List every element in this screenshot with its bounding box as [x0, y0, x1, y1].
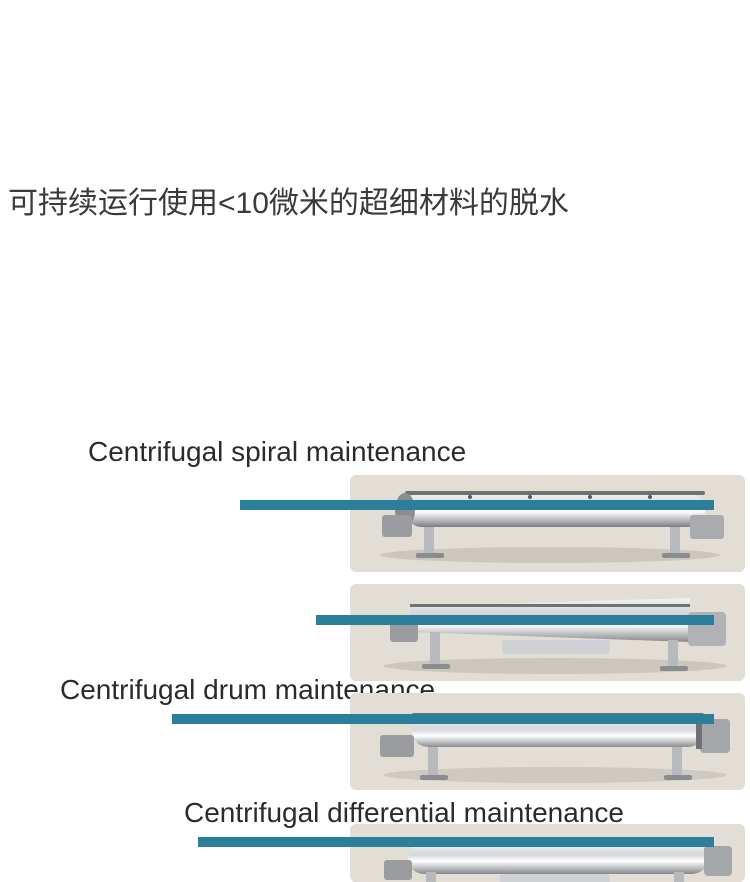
page-heading: 可持续运行使用<10微米的超细材料的脱水 — [8, 178, 569, 222]
centrifuge-icon — [350, 475, 745, 572]
centrifuge-image-3 — [350, 693, 745, 790]
accent-bar-3 — [172, 714, 714, 724]
accent-bar-2 — [316, 615, 714, 625]
centrifuge-icon — [350, 584, 745, 681]
centrifuge-image-2 — [350, 584, 745, 681]
centrifuge-image-4 — [350, 824, 745, 882]
accent-bar-1 — [240, 500, 714, 510]
centrifuge-image-1 — [350, 475, 745, 572]
accent-bar-4 — [198, 837, 714, 847]
centrifuge-icon — [350, 824, 745, 882]
section-title-spiral: Centrifugal spiral maintenance — [88, 436, 466, 468]
centrifuge-icon — [350, 693, 745, 790]
